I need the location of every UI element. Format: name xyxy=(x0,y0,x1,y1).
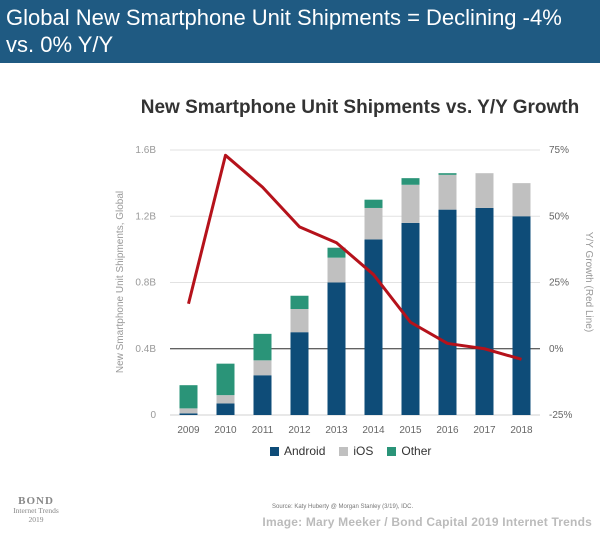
bar-android xyxy=(179,413,198,415)
bar-ios xyxy=(216,395,235,404)
bar-other xyxy=(179,385,198,409)
bar-android xyxy=(364,239,383,415)
bar-other xyxy=(438,173,457,175)
legend: Android iOS Other xyxy=(270,444,431,458)
page-title: Global New Smartphone Unit Shipments = D… xyxy=(6,5,562,57)
bar-other xyxy=(364,199,383,208)
bar-other xyxy=(216,363,235,396)
logo-line1: Internet Trends xyxy=(13,506,59,515)
bar-ios xyxy=(364,207,383,240)
bar-ios xyxy=(290,309,309,333)
x-tick-label: 2016 xyxy=(436,425,459,436)
legend-swatch-android xyxy=(270,446,279,456)
y-tick-label: 0.4B xyxy=(135,344,156,355)
y2-tick-label: 50% xyxy=(549,211,569,222)
bar-ios xyxy=(327,257,346,283)
y-tick-label: 1.6B xyxy=(135,145,156,156)
bar-other xyxy=(401,178,420,185)
x-tick-label: 2015 xyxy=(399,425,422,436)
legend-label-android: Android xyxy=(284,444,326,458)
bar-other xyxy=(253,333,272,361)
x-tick-label: 2012 xyxy=(288,425,311,436)
y2-tick-label: -25% xyxy=(549,410,572,421)
y2-tick-label: 75% xyxy=(549,145,569,156)
y-tick-label: 1.2B xyxy=(135,211,156,222)
legend-swatch-other xyxy=(387,446,397,456)
bar-ios xyxy=(179,408,198,414)
bar-ios xyxy=(401,184,420,223)
bar-android xyxy=(290,332,309,415)
x-tick-label: 2013 xyxy=(325,425,348,436)
bar-other xyxy=(327,247,346,258)
y2-tick-label: 25% xyxy=(549,278,569,289)
header-banner: Global New Smartphone Unit Shipments = D… xyxy=(0,0,600,63)
bar-android xyxy=(401,222,420,415)
bar-ios xyxy=(475,173,494,208)
x-tick-label: 2009 xyxy=(177,425,200,436)
bar-android xyxy=(438,209,457,415)
bar-ios xyxy=(438,174,457,210)
y-tick-label: 0 xyxy=(150,410,156,421)
legend-item-ios: iOS xyxy=(339,444,373,458)
logo-line2: 2019 xyxy=(28,515,44,524)
bar-android xyxy=(512,216,531,415)
bar-other xyxy=(290,295,309,309)
x-tick-label: 2017 xyxy=(473,425,496,436)
chart-title: New Smartphone Unit Shipments vs. Y/Y Gr… xyxy=(140,97,580,118)
x-tick-label: 2010 xyxy=(214,425,237,436)
legend-item-other: Other xyxy=(387,444,431,458)
y2-axis-label: Y/Y Growth (Red Line) xyxy=(583,232,594,332)
legend-item-android: Android xyxy=(270,444,325,458)
bond-logo: BOND Internet Trends 2019 xyxy=(6,495,66,525)
legend-swatch-ios xyxy=(339,446,349,456)
bar-android xyxy=(327,282,346,415)
legend-label-other: Other xyxy=(401,444,432,458)
watermark: Image: Mary Meeker / Bond Capital 2019 I… xyxy=(262,515,592,529)
bar-ios xyxy=(253,360,272,376)
x-tick-label: 2018 xyxy=(510,425,533,436)
y-axis-label: New Smartphone Unit Shipments, Global xyxy=(115,191,126,373)
bar-android xyxy=(253,375,272,415)
x-tick-label: 2014 xyxy=(362,425,385,436)
source-note: Source: Katy Huberty @ Morgan Stanley (3… xyxy=(272,504,414,510)
legend-label-ios: iOS xyxy=(353,444,374,458)
x-tick-label: 2011 xyxy=(252,425,274,436)
bar-android xyxy=(475,207,494,415)
y-tick-label: 0.8B xyxy=(135,278,156,289)
growth-line xyxy=(187,153,522,361)
y2-tick-label: 0% xyxy=(549,344,564,355)
logo-brand: BOND xyxy=(18,495,54,507)
bar-ios xyxy=(512,183,531,217)
bar-android xyxy=(216,403,235,415)
